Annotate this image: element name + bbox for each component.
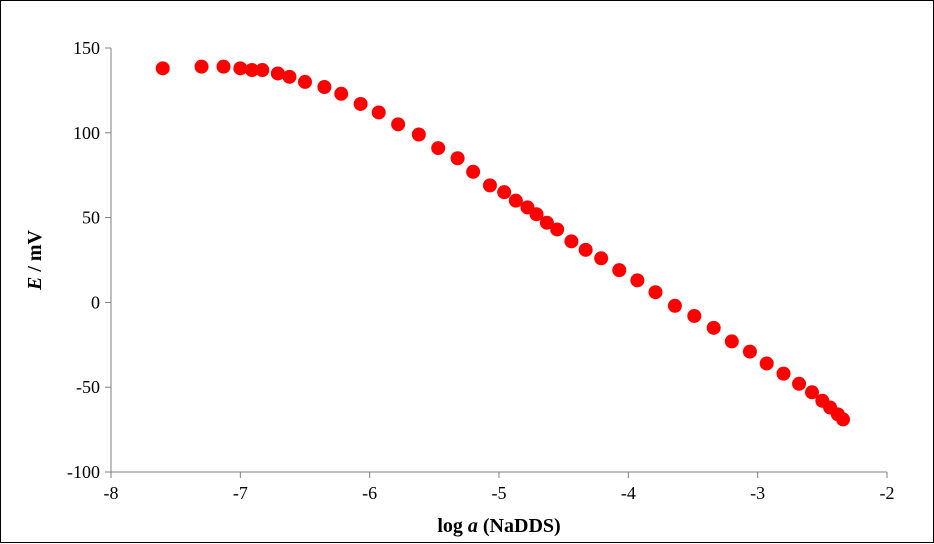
y-tick-label: 0	[91, 292, 100, 312]
y-axis-ticks: -100 -50 0 50 100 150	[67, 38, 111, 482]
y-tick-label: -50	[76, 377, 100, 397]
x-axis-title-variable: a	[468, 515, 478, 537]
data-point	[759, 356, 774, 371]
data-point	[411, 127, 426, 142]
x-tick-label: -2	[880, 483, 895, 503]
data-point	[466, 164, 481, 179]
y-tick-label: 100	[73, 123, 100, 143]
data-point	[564, 234, 579, 249]
data-point	[508, 193, 523, 208]
x-axis-title-part-3: (NaDDS)	[478, 515, 561, 537]
data-point	[578, 242, 593, 257]
y-tick-label: -100	[67, 462, 100, 482]
data-point	[482, 178, 497, 193]
data-point	[282, 69, 297, 84]
data-point	[244, 63, 259, 78]
data-point	[298, 74, 312, 89]
data-point	[194, 59, 209, 74]
data-point	[431, 141, 446, 156]
data-point	[776, 366, 791, 381]
data-point	[804, 385, 819, 400]
data-point	[630, 273, 645, 288]
data-point	[724, 334, 739, 349]
data-point	[836, 412, 851, 427]
data-point	[594, 251, 609, 266]
data-point	[334, 86, 349, 101]
data-point	[450, 151, 465, 166]
data-point	[529, 207, 544, 222]
data-point	[539, 215, 554, 230]
data-point	[497, 185, 512, 200]
data-point	[155, 61, 170, 76]
y-tick-label: 150	[73, 38, 100, 58]
data-point	[792, 376, 807, 391]
y-axis-title-variable: E	[24, 277, 46, 291]
x-tick-label: -4	[621, 483, 636, 503]
x-tick-label: -5	[492, 483, 507, 503]
data-point	[742, 344, 757, 359]
data-point	[255, 63, 270, 78]
data-point	[667, 298, 682, 313]
data-point	[353, 96, 368, 111]
x-axis-ticks: -8 -7 -6 -5 -4 -3 -2	[104, 472, 895, 503]
data-point	[648, 285, 663, 300]
data-point	[270, 66, 285, 81]
data-point	[550, 222, 565, 237]
y-axis-title: E / mV	[24, 229, 46, 291]
data-point	[216, 59, 231, 74]
x-tick-label: -6	[362, 483, 377, 503]
y-axis-title-unit: / mV	[24, 229, 46, 276]
data-point	[371, 105, 386, 120]
data-point	[233, 61, 248, 76]
x-tick-label: -3	[750, 483, 765, 503]
x-tick-label: -7	[233, 483, 248, 503]
y-tick-label: 50	[82, 208, 100, 228]
data-point	[612, 263, 627, 278]
data-point	[317, 80, 332, 95]
data-point	[391, 117, 406, 132]
data-points	[155, 59, 851, 427]
data-point	[687, 308, 702, 323]
x-tick-label: -8	[104, 483, 119, 503]
data-point	[706, 320, 721, 335]
x-axis-title: log a (NaDDS)	[437, 515, 560, 537]
x-axis-title-part-1: log	[437, 515, 468, 537]
